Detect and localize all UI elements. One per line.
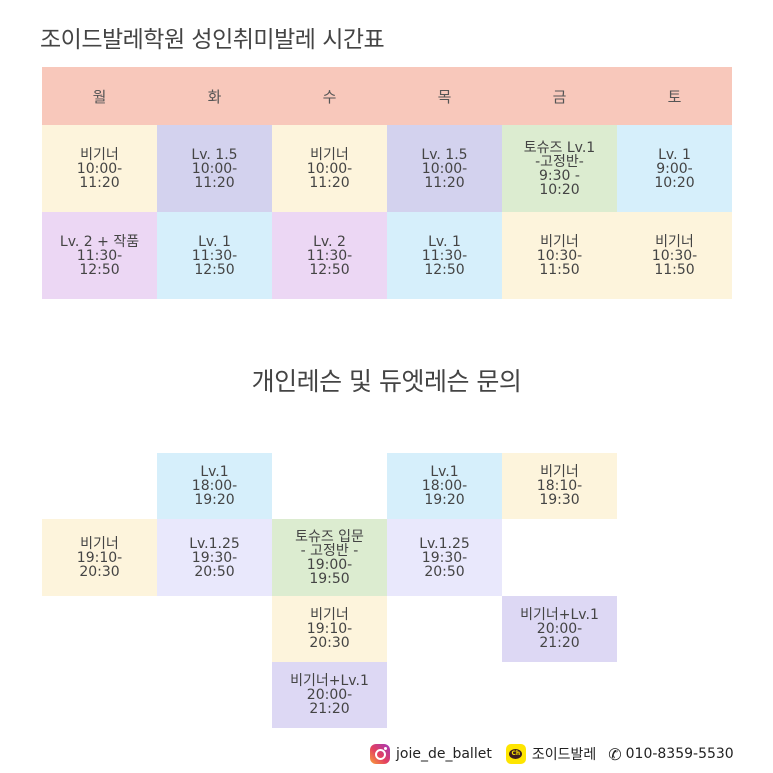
class-cell: Lv. 1.5 10:00- 11:20 (157, 125, 272, 212)
class-cell: 비기너 10:30- 11:50 (617, 212, 732, 299)
class-cell: 비기너 10:00- 11:20 (42, 125, 157, 212)
class-cell: 비기너 19:10- 20:30 (272, 596, 387, 662)
class-cell: 비기너 18:10- 19:30 (502, 453, 617, 519)
class-cell: Lv. 2 + 작품 11:30- 12:50 (42, 212, 157, 299)
class-cell: Lv.1 18:00- 19:20 (387, 453, 502, 519)
contact-footer: joie_de_ballet Ch 조이드발레 ✆ 010-8359-5530 (370, 743, 734, 765)
instagram-icon (370, 744, 390, 764)
day-header: 금 (502, 67, 617, 125)
class-cell: 비기너 10:00- 11:20 (272, 125, 387, 212)
class-cell: Lv.1 18:00- 19:20 (157, 453, 272, 519)
class-cell: 비기너+Lv.1 20:00- 21:20 (272, 662, 387, 728)
day-header: 월 (42, 67, 157, 125)
day-header: 수 (272, 67, 387, 125)
class-cell: 비기너 10:30- 11:50 (502, 212, 617, 299)
section-subtitle: 개인레슨 및 듀엣레슨 문의 (251, 367, 522, 396)
phone-icon: ✆ (608, 744, 622, 764)
class-cell: 토슈즈 입문 - 고정반 - 19:00- 19:50 (272, 519, 387, 596)
class-cell: Lv. 2 11:30- 12:50 (272, 212, 387, 299)
weekday-timetable: 월 화 수 목 금 토 비기너 10:00- 11:20 Lv. 1.5 10:… (42, 67, 732, 299)
instagram-handle[interactable]: joie_de_ballet (396, 746, 492, 762)
page-title: 조이드발레학원 성인취미발레 시간표 (40, 27, 385, 53)
kakao-channel-icon: Ch (505, 744, 526, 764)
kakao-channel-name[interactable]: 조이드발레 (531, 747, 597, 763)
day-header: 목 (387, 67, 502, 125)
class-cell: Lv.1.25 19:30- 20:50 (387, 519, 502, 596)
day-header: 토 (617, 67, 732, 125)
class-cell: Lv.1.25 19:30- 20:50 (157, 519, 272, 596)
class-cell: Lv. 1.5 10:00- 11:20 (387, 125, 502, 212)
class-cell: 토슈즈 Lv.1 -고정반- 9:30 - 10:20 (502, 125, 617, 212)
class-cell: Lv. 1 11:30- 12:50 (157, 212, 272, 299)
class-cell: Lv. 1 11:30- 12:50 (387, 212, 502, 299)
class-cell: Lv. 1 9:00- 10:20 (617, 125, 732, 212)
class-cell: 비기너+Lv.1 20:00- 21:20 (502, 596, 617, 662)
class-cell: 비기너 19:10- 20:30 (42, 519, 157, 596)
day-header: 화 (157, 67, 272, 125)
phone-number[interactable]: 010-8359-5530 (625, 746, 734, 762)
